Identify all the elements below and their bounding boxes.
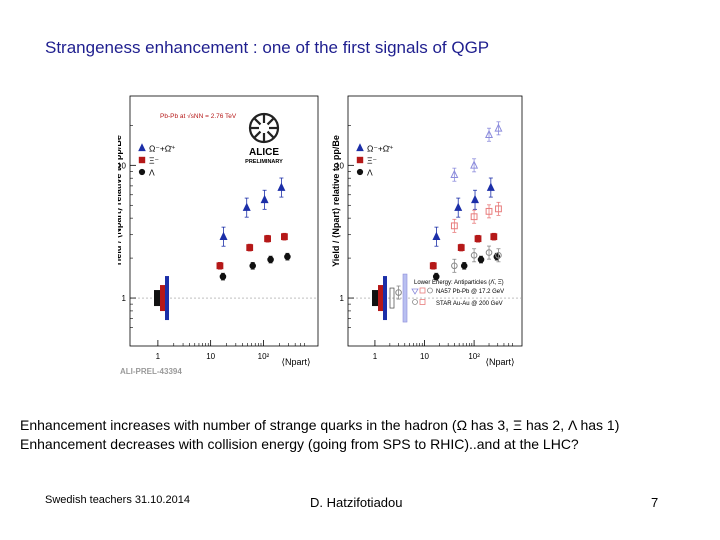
legend-marker [138,168,146,176]
x-tick-label: 1 [156,352,161,361]
data-point [395,289,402,296]
legend-marker [356,168,364,176]
y-axis-label: Yield / ⟨Npart⟩ relative to pp/Be [331,135,341,267]
figure-svg: 1 10 10² 1 10 ⟨Npart⟩ Yield / ⟨Npart⟩ relative… [118,95,523,376]
x-tick-label: 10² [468,352,480,361]
data-point [267,256,274,263]
data-point [429,262,437,270]
data-point [495,251,502,259]
data-point [470,251,478,259]
y-tick-label: 1 [340,294,345,303]
data-point [432,273,440,280]
x-tick-label: 10 [420,352,429,361]
data-point [242,202,251,211]
alice-logo-subtext: PRELIMINARY [245,159,283,165]
legend-open-circle [427,287,433,294]
data-point [477,256,485,263]
plot-frame [347,95,523,347]
legend-open-square [419,287,426,294]
data-point [460,262,468,270]
legend-label: Λ [367,168,373,178]
plot-frame [129,95,319,347]
bullet-line: Enhancement increases with number of str… [20,417,620,433]
norm-box-lambda [154,290,160,307]
data-point [457,244,465,251]
x-axis-label: ⟨Npart⟩ [281,357,310,367]
data-point [260,194,269,204]
lower-energy-title: Lower Energy: Antiparticles (Λ̄, Ξ̄) [414,280,504,286]
norm-box-star [389,287,395,309]
data-point [216,262,224,270]
legend-marker [138,156,146,164]
norm-box-na57 [402,273,408,323]
data-point [495,205,502,213]
x-tick-label: 1 [373,352,378,361]
legend-marker [138,143,146,152]
alice-logo-text: ALICE [249,147,279,158]
data-point [246,244,254,251]
data-point [490,233,498,241]
data-point [451,262,458,270]
legend-label: Ω⁻+Ω̄⁺ [367,144,394,154]
data-point [284,253,291,260]
y-tick-label: 1 [122,294,127,303]
data-point [485,249,493,256]
x-axis-label: ⟨Npart⟩ [485,357,514,367]
data-point [485,129,494,139]
bullet-line: Enhancement decreases with collision ene… [20,436,579,452]
norm-box-omega [383,276,387,321]
data-point [432,231,441,240]
data-point [494,123,503,132]
norm-box-lambda [372,290,378,307]
figure-id-label: ALI-PREL-43394 [120,367,182,376]
data-point [277,182,286,191]
data-point [470,213,478,221]
data-point [474,235,482,243]
data-point [249,262,257,270]
footer-event: Swedish teachers 31.10.2014 [45,494,190,506]
norm-box-xi [160,285,165,312]
alice-logo-spoke [266,130,274,138]
energy-annotation: Pb-Pb at √sNN = 2.76 TeV [160,112,237,120]
data-point [470,160,479,169]
y-tick-label: 10 [335,161,344,170]
alice-logo-spoke [254,130,262,138]
legend-label: Λ [149,168,155,178]
data-point [454,202,463,211]
y-tick-label: 10 [118,161,127,170]
legend-label: Ξ⁻ [149,156,160,166]
legend-open-triangle [411,288,419,295]
data-point [450,222,458,230]
x-tick-label: 10 [206,352,215,361]
norm-box-omega [165,276,169,321]
data-point [486,182,495,191]
alice-logo [248,112,280,144]
data-point [281,233,288,241]
alice-logo-spoke [254,118,262,126]
data-point [450,169,459,178]
data-point [264,235,271,243]
footer-author: D. Hatzifotiadou [310,495,403,510]
data-point [471,194,480,204]
y-axis-label: Yield / ⟨Npart⟩ relative to pp/Be [118,135,123,267]
data-point [219,273,227,280]
legend-open-circle [412,299,418,305]
data-point [485,207,493,215]
alice-logo-spoke [266,118,274,126]
x-tick-label: 10² [258,352,270,361]
page-number: 7 [651,495,659,510]
legend-label: Ξ⁻ [367,156,378,166]
lower-energy-star: STAR Au-Au @ 200 GeV [436,301,503,307]
lower-energy-na57: NA57 Pb-Pb @ 17.2 GeV [436,289,504,295]
strangeness-figure: 1 10 10² 1 10 ⟨Npart⟩ Yield / ⟨Npart⟩ relative… [118,88,523,378]
data-point [219,231,228,240]
legend-open-square [419,299,426,305]
bullet-list: Enhancement increases with number of str… [20,416,619,454]
legend-label: Ω⁻+Ω̄⁺ [149,144,176,154]
legend-marker [356,143,364,152]
slide-title: Strangeness enhancement : one of the fir… [45,38,490,57]
legend-marker [356,156,364,164]
norm-box-xi [378,285,383,312]
